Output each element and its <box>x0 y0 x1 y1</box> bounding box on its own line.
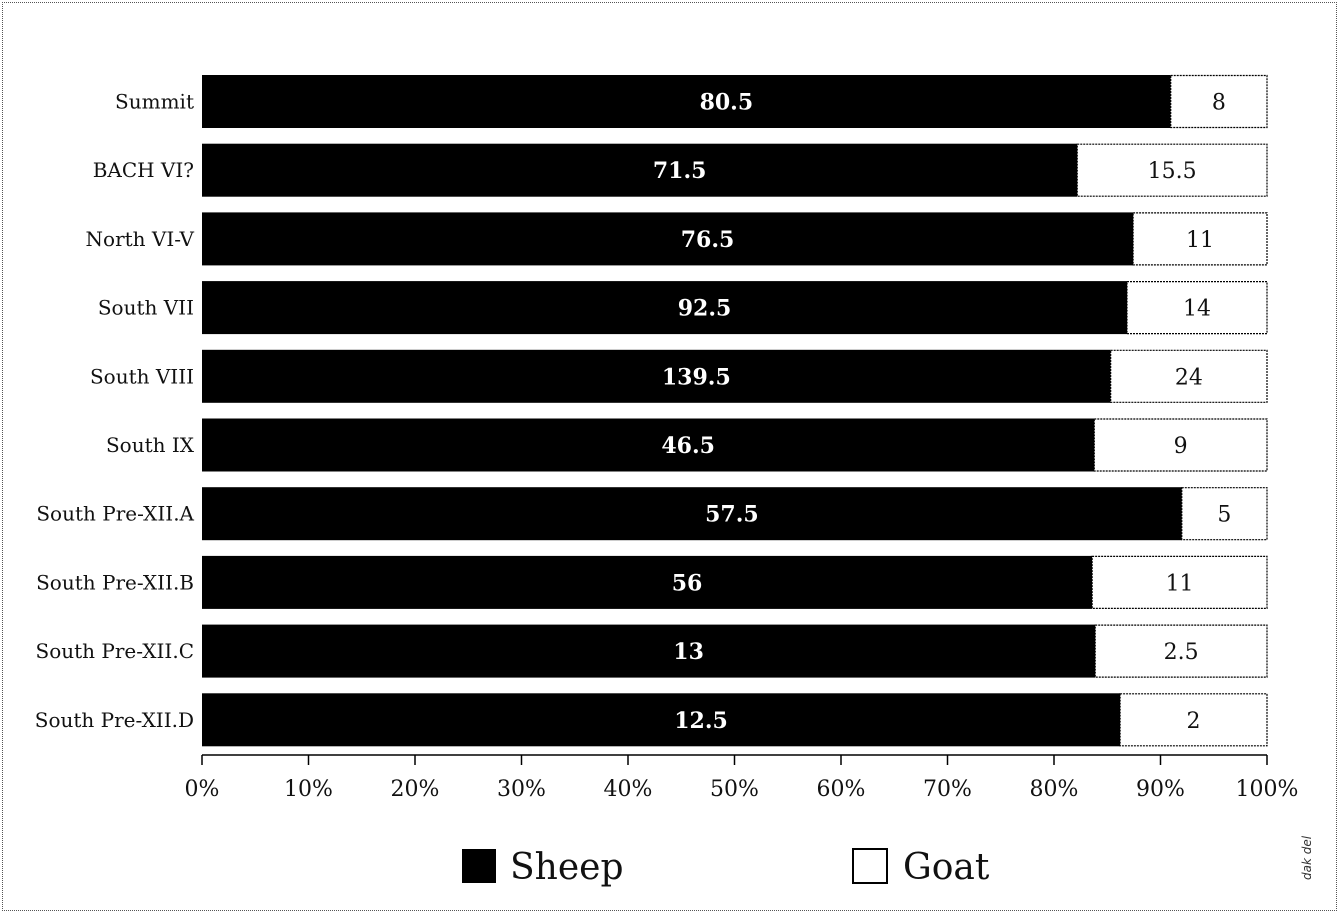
x-tick-label: 50% <box>710 777 759 802</box>
x-tick-label: 60% <box>817 777 866 802</box>
data-label-goat: 8 <box>1212 91 1226 116</box>
data-label-sheep: 13 <box>673 639 704 665</box>
bar-goat <box>1132 212 1268 266</box>
bar-sheep <box>202 75 1171 128</box>
data-label-goat: 14 <box>1183 297 1211 322</box>
bars-group: 80.5 8 71.5 15.5 76.5 11 92.5 14 139.5 24 46.5 9 57.… <box>202 74 1268 747</box>
legend-swatch-sheep <box>462 849 496 883</box>
data-label-goat: 2 <box>1187 709 1201 734</box>
category-label: South Pre-XII.C <box>36 639 195 663</box>
x-tick-label: 40% <box>604 777 653 802</box>
bar-goat <box>1093 418 1268 472</box>
data-label-sheep: 92.5 <box>678 296 732 322</box>
category-label: South VIII <box>90 364 194 388</box>
bar-goat <box>1094 624 1268 678</box>
category-label: North VI-V <box>86 227 195 251</box>
x-tick-label: 100% <box>1236 777 1299 802</box>
bar-goat <box>1126 281 1268 335</box>
bar-sheep <box>202 143 1078 197</box>
data-label-goat: 2.5 <box>1164 640 1199 665</box>
data-label-sheep: 56 <box>672 570 703 596</box>
bar-sheep <box>202 624 1096 678</box>
bar-goat <box>1110 349 1268 403</box>
bar-goat <box>1181 487 1268 541</box>
category-label: BACH VI? <box>93 158 194 182</box>
category-label: South Pre-XII.D <box>35 708 194 732</box>
category-label: South Pre-XII.A <box>36 502 194 526</box>
category-label: South IX <box>106 433 195 457</box>
x-tick-label: 10% <box>284 777 333 802</box>
bar-sheep <box>202 693 1121 747</box>
x-tick-label: 70% <box>923 777 972 802</box>
data-label-goat: 5 <box>1217 503 1231 528</box>
x-axis: 0% 10% 20% 30% 40% 50% 60% 70% 80% 90% 100% <box>185 754 1299 802</box>
data-label-goat: 15.5 <box>1148 159 1197 184</box>
bar-goat <box>1170 74 1268 129</box>
legend-label-goat: Goat <box>903 847 990 888</box>
data-label-goat: 11 <box>1166 571 1194 596</box>
bar-goat <box>1091 555 1268 610</box>
credit-text: dak del <box>1300 835 1314 880</box>
bar-sheep <box>202 418 1095 472</box>
x-tick-label: 20% <box>391 777 440 802</box>
data-label-sheep: 46.5 <box>661 433 715 459</box>
legend-label-sheep: Sheep <box>510 847 624 888</box>
x-tick-label: 80% <box>1030 777 1079 802</box>
bar-sheep <box>202 349 1111 403</box>
category-labels-group: Summit BACH VI? North VI-V South VII South V… <box>35 90 195 732</box>
legend-swatch-goat <box>852 848 888 884</box>
category-label: South VII <box>98 296 194 320</box>
bar-sheep <box>202 212 1134 266</box>
bar-goat <box>1076 143 1268 197</box>
bar-goat <box>1119 693 1268 747</box>
bar-sheep <box>202 487 1182 541</box>
legend: Sheep Goat <box>462 847 990 888</box>
data-label-goat: 24 <box>1175 365 1203 390</box>
data-label-sheep: 71.5 <box>653 158 707 184</box>
data-label-sheep: 57.5 <box>705 502 759 528</box>
category-label: South Pre-XII.B <box>36 570 194 594</box>
data-label-goat: 9 <box>1174 434 1188 459</box>
data-label-goat: 11 <box>1186 228 1214 253</box>
x-tick-label: 90% <box>1136 777 1185 802</box>
data-label-sheep: 12.5 <box>674 708 728 734</box>
category-label: Summit <box>115 90 194 114</box>
bar-sheep <box>202 281 1127 335</box>
bar-sheep <box>202 555 1093 609</box>
data-label-sheep: 76.5 <box>681 227 735 253</box>
x-tick-label: 30% <box>497 777 546 802</box>
x-tick-label: 0% <box>185 777 220 802</box>
data-label-sheep: 80.5 <box>700 90 754 116</box>
data-label-sheep: 139.5 <box>662 364 731 390</box>
